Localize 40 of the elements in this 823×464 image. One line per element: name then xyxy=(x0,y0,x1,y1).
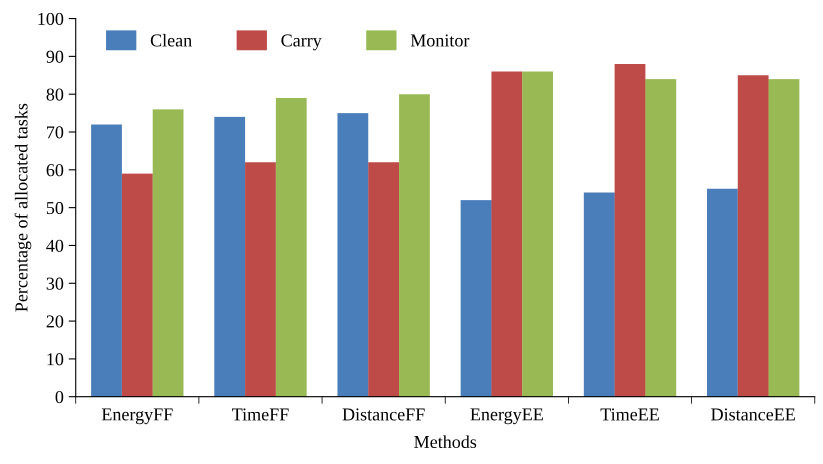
y-tick-label: 40 xyxy=(46,240,64,252)
bar xyxy=(614,64,646,397)
x-tick-label: EnergyFF xyxy=(102,408,173,424)
y-tick-label: 60 xyxy=(46,164,64,176)
y-tick-label: 50 xyxy=(46,202,64,214)
bar xyxy=(522,72,554,397)
bar xyxy=(368,162,400,397)
y-tick-label: 70 xyxy=(47,126,64,138)
y-tick-label: 10 xyxy=(47,353,64,366)
x-tick-label: DistanceFF xyxy=(342,408,425,421)
legend-label: Monitor xyxy=(410,34,470,47)
legend-label: Carry xyxy=(281,34,322,50)
bar xyxy=(584,192,615,397)
bar xyxy=(460,200,492,397)
y-tick-label: 80 xyxy=(46,88,64,101)
y-tick-label: 20 xyxy=(46,315,64,328)
x-tick-label: TimeFF xyxy=(232,408,289,421)
y-tick-label: 30 xyxy=(46,278,64,290)
y-tick-label: 0 xyxy=(56,390,64,404)
bar xyxy=(768,79,800,397)
y-tick-label: 90 xyxy=(46,50,64,63)
x-tick-label: EnergyEE xyxy=(470,408,543,424)
x-tick-label: TimeEE xyxy=(600,408,659,421)
bar xyxy=(152,109,184,397)
x-axis-title: Methods xyxy=(414,435,476,448)
bar xyxy=(491,72,522,397)
bar xyxy=(122,174,153,397)
bar xyxy=(337,113,368,397)
bar xyxy=(214,116,246,397)
x-tick-label: DistanceEE xyxy=(711,408,795,421)
bar xyxy=(245,162,276,397)
bar xyxy=(91,124,122,397)
bar xyxy=(276,98,307,397)
bar xyxy=(738,75,769,397)
y-axis-title: Percentage of allocated tasks xyxy=(14,104,32,312)
legend-label: Clean xyxy=(150,34,192,47)
y-tick-label: 100 xyxy=(38,12,64,25)
bar xyxy=(645,79,676,397)
bar xyxy=(706,188,738,397)
bar xyxy=(399,94,430,397)
